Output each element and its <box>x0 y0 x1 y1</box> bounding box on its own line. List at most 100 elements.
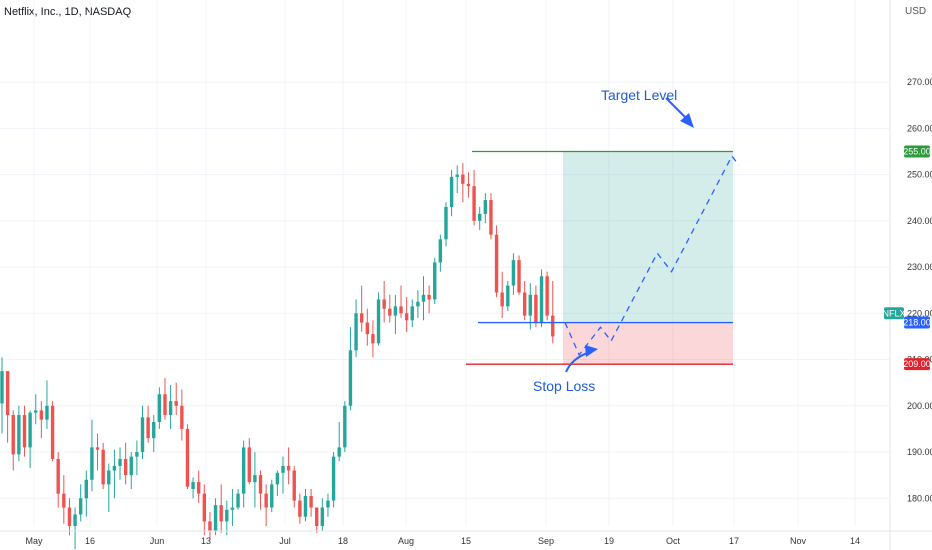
x-tick-label: 18 <box>338 536 348 546</box>
candle <box>371 334 375 344</box>
candle <box>315 507 319 526</box>
candle <box>517 260 521 293</box>
stop-price-badge-label: 209.00 <box>903 359 931 369</box>
projection-path <box>564 154 740 357</box>
candle <box>376 299 381 344</box>
grid <box>0 0 890 526</box>
candle <box>320 507 325 526</box>
x-tick-label: 16 <box>85 536 95 546</box>
x-tick-label: 15 <box>461 536 471 546</box>
candle <box>230 507 235 510</box>
candle <box>539 276 544 323</box>
currency-label: USD <box>905 6 927 17</box>
candle <box>455 174 459 177</box>
candle <box>95 447 100 450</box>
risk-reward-zones <box>563 151 733 365</box>
y-tick-label: 200.00 <box>907 401 932 411</box>
candle <box>545 276 549 316</box>
candle <box>258 475 263 494</box>
candle <box>90 447 94 480</box>
candle <box>343 405 347 448</box>
candle <box>528 294 532 316</box>
x-tick-label: May <box>25 536 43 546</box>
candle <box>264 493 268 508</box>
stop-loss-label: Stop Loss <box>533 378 595 394</box>
x-tick-label: 19 <box>604 536 614 546</box>
candle <box>303 495 308 517</box>
candle <box>219 505 223 522</box>
target-arrow <box>665 97 687 119</box>
candle <box>410 306 414 321</box>
y-tick-label: 220.00 <box>907 308 932 318</box>
candle <box>140 417 145 453</box>
candle <box>152 421 156 439</box>
x-tick-label: Jun <box>150 536 165 546</box>
candle <box>118 458 122 466</box>
x-axis: May 16 Jun 13 Jul 18 Aug 15 Sep 19 Oct 17 Nov 14 <box>0 530 932 546</box>
candle <box>157 394 162 422</box>
y-tick-label: 270.00 <box>907 77 932 87</box>
candle <box>174 401 178 406</box>
candle <box>354 313 358 351</box>
candle <box>500 292 504 307</box>
candle <box>489 200 493 235</box>
target-price-badge <box>904 145 930 158</box>
y-tick-label: 180.00 <box>907 493 932 503</box>
candle <box>286 465 291 471</box>
candle <box>466 183 471 187</box>
candle <box>506 285 510 307</box>
target-arrow-head <box>680 113 694 128</box>
candle <box>78 498 83 515</box>
candle <box>123 458 128 476</box>
y-tick-label: 250.00 <box>907 170 932 180</box>
candle <box>511 260 516 286</box>
stop-arrow-head <box>585 345 598 357</box>
candle <box>197 482 201 494</box>
candle <box>281 465 285 473</box>
entry-price-badge <box>904 316 930 329</box>
candle <box>45 405 49 420</box>
candle <box>202 493 207 522</box>
x-tick-label: Oct <box>666 536 681 546</box>
candle <box>365 322 369 335</box>
candle <box>146 417 150 439</box>
candle <box>84 479 88 499</box>
price-levels <box>466 150 733 365</box>
candle <box>0 371 4 404</box>
y-axis: 180.00190.00200.00210.00220.00230.00240.… <box>889 0 932 550</box>
candle <box>382 299 386 309</box>
candles <box>0 163 555 550</box>
x-tick-label: Sep <box>538 536 554 546</box>
candle <box>185 428 190 487</box>
chart-title: Netflix, Inc., 1D, NASDAQ <box>4 6 132 18</box>
candle <box>50 405 55 459</box>
y-tick-label: 240.00 <box>907 216 932 226</box>
candle <box>180 405 184 429</box>
candle <box>472 186 476 221</box>
stop-price-badge <box>904 358 930 371</box>
candle <box>11 415 15 455</box>
candle <box>129 456 133 476</box>
candle <box>494 234 499 293</box>
candle <box>393 306 398 316</box>
candle <box>551 315 555 337</box>
x-tick-label: 14 <box>850 536 860 546</box>
candle <box>292 470 296 501</box>
candle <box>478 213 482 221</box>
x-tick-label: Jul <box>279 536 291 546</box>
candle <box>236 493 240 508</box>
candle <box>534 294 538 323</box>
candle <box>112 465 117 471</box>
y-tick-label: 230.00 <box>907 262 932 272</box>
candle <box>225 509 229 522</box>
symbol-price-badge <box>884 307 904 320</box>
x-tick-label: Aug <box>398 536 414 546</box>
candle <box>39 410 44 420</box>
candle <box>17 415 21 455</box>
candle <box>427 294 431 300</box>
candle <box>247 447 251 483</box>
candle <box>449 176 454 207</box>
candle <box>444 206 448 240</box>
candle <box>168 401 173 416</box>
